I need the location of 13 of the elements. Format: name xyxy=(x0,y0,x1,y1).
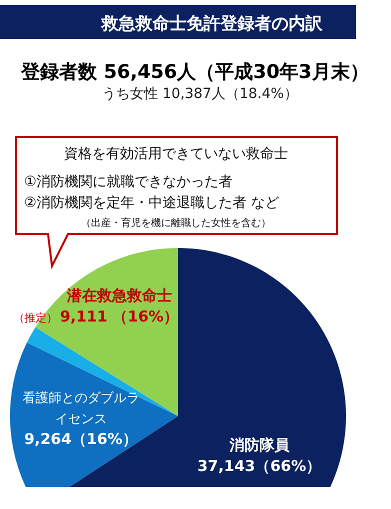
text: ②消防機関を定年・中途退職した者 など xyxy=(24,195,280,211)
data-label: 37,143（66%） xyxy=(197,456,322,475)
slice-label: 看護師とのダブルライセンス xyxy=(22,391,140,428)
text: うち女性 10,387人（18.4%） xyxy=(102,86,298,102)
slice-label: 消防隊員 xyxy=(228,436,290,454)
text: （出産・育児を機に離職した女性を含む） xyxy=(81,217,271,229)
chart-subtitle: 登録者数 56,456人（平成30年3月末） xyxy=(20,61,369,83)
text: ①消防機関に就職できなかった者 xyxy=(24,174,233,190)
data-label: 9,264（16%） xyxy=(24,430,138,448)
text: 資格を有効活用できていない救命士 xyxy=(64,146,288,162)
slice-label: 潜在救急救命士 xyxy=(66,286,172,304)
chart-title: 救急救命士免許登録者の内訳 xyxy=(100,14,324,34)
data-label: 9,111 （16%） xyxy=(60,307,179,326)
